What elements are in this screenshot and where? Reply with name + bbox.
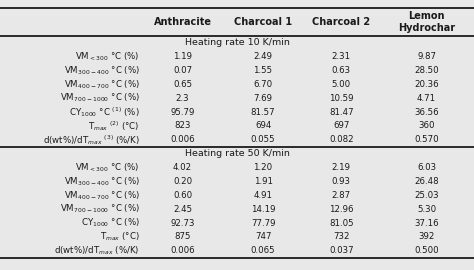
Text: d(wt%)/dT$_{max}$ $^{(3)}$ (%/K): d(wt%)/dT$_{max}$ $^{(3)}$ (%/K)	[43, 133, 140, 147]
Text: 7.69: 7.69	[254, 94, 273, 103]
Text: 9.87: 9.87	[417, 52, 436, 61]
Text: 0.065: 0.065	[251, 246, 275, 255]
Text: 36.56: 36.56	[414, 107, 439, 117]
Text: T$_{max}$ $^{(2)}$ (°C): T$_{max}$ $^{(2)}$ (°C)	[89, 119, 140, 133]
Text: 2.31: 2.31	[332, 52, 351, 61]
Text: 81.47: 81.47	[329, 107, 354, 117]
Text: 1.55: 1.55	[254, 66, 273, 75]
Text: 0.006: 0.006	[170, 246, 195, 255]
Text: VM$_{400-700}$ °C (%): VM$_{400-700}$ °C (%)	[64, 78, 140, 91]
Text: VM$_{300-400}$ °C (%): VM$_{300-400}$ °C (%)	[64, 175, 140, 188]
Text: 4.91: 4.91	[254, 191, 273, 200]
Text: 4.71: 4.71	[417, 94, 436, 103]
Text: 823: 823	[174, 122, 191, 130]
Text: d(wt%)/dT$_{max}$ (%/K): d(wt%)/dT$_{max}$ (%/K)	[55, 245, 140, 257]
Text: 25.03: 25.03	[414, 191, 439, 200]
Text: 0.006: 0.006	[170, 135, 195, 144]
Text: 6.70: 6.70	[254, 80, 273, 89]
Text: 0.63: 0.63	[332, 66, 351, 75]
Text: 1.19: 1.19	[173, 52, 192, 61]
Text: 77.79: 77.79	[251, 218, 275, 228]
Text: VM$_{700-1000}$ °C (%): VM$_{700-1000}$ °C (%)	[60, 203, 140, 215]
Text: Lemon
Hydrochar: Lemon Hydrochar	[398, 11, 455, 33]
Text: 694: 694	[255, 122, 271, 130]
Text: 0.082: 0.082	[329, 135, 354, 144]
Text: Charcoal 1: Charcoal 1	[234, 17, 292, 27]
Text: Charcoal 2: Charcoal 2	[312, 17, 370, 27]
Text: 0.65: 0.65	[173, 80, 192, 89]
Text: 20.36: 20.36	[414, 80, 439, 89]
Text: 5.30: 5.30	[417, 205, 436, 214]
Text: 2.87: 2.87	[332, 191, 351, 200]
Text: 2.45: 2.45	[173, 205, 192, 214]
Text: 0.500: 0.500	[414, 246, 439, 255]
Text: 81.05: 81.05	[329, 218, 354, 228]
Text: VM$_{400-700}$ °C (%): VM$_{400-700}$ °C (%)	[64, 189, 140, 201]
Text: 81.57: 81.57	[251, 107, 275, 117]
Text: VM$_{<300}$ °C (%): VM$_{<300}$ °C (%)	[75, 50, 140, 63]
Text: 0.07: 0.07	[173, 66, 192, 75]
Text: 0.60: 0.60	[173, 191, 192, 200]
Text: 1.91: 1.91	[254, 177, 273, 186]
Text: 0.055: 0.055	[251, 135, 275, 144]
Text: 37.16: 37.16	[414, 218, 439, 228]
Text: 92.73: 92.73	[170, 218, 195, 228]
Text: 14.19: 14.19	[251, 205, 275, 214]
Text: Heating rate 50 K/min: Heating rate 50 K/min	[184, 149, 290, 158]
Text: 95.79: 95.79	[170, 107, 195, 117]
Text: VM$_{700-1000}$ °C (%): VM$_{700-1000}$ °C (%)	[60, 92, 140, 104]
Text: VM$_{300-400}$ °C (%): VM$_{300-400}$ °C (%)	[64, 64, 140, 77]
Text: 10.59: 10.59	[329, 94, 354, 103]
Text: 2.49: 2.49	[254, 52, 273, 61]
Text: 6.03: 6.03	[417, 163, 436, 172]
Text: 0.93: 0.93	[332, 177, 351, 186]
Text: 732: 732	[333, 232, 349, 241]
Text: CY$_{1000}$ °C (%): CY$_{1000}$ °C (%)	[81, 217, 140, 229]
Text: Anthracite: Anthracite	[154, 17, 211, 27]
Text: T$_{max}$ (°C): T$_{max}$ (°C)	[100, 231, 140, 243]
Text: 392: 392	[419, 232, 435, 241]
Text: 12.96: 12.96	[329, 205, 354, 214]
Text: 697: 697	[333, 122, 349, 130]
Text: 0.20: 0.20	[173, 177, 192, 186]
Text: 875: 875	[174, 232, 191, 241]
Text: Heating rate 10 K/min: Heating rate 10 K/min	[184, 38, 290, 47]
Text: 28.50: 28.50	[414, 66, 439, 75]
Text: 4.02: 4.02	[173, 163, 192, 172]
Text: VM$_{<300}$ °C (%): VM$_{<300}$ °C (%)	[75, 161, 140, 174]
Text: 0.570: 0.570	[414, 135, 439, 144]
Text: 26.48: 26.48	[414, 177, 439, 186]
Text: 2.19: 2.19	[332, 163, 351, 172]
Text: 2.3: 2.3	[176, 94, 189, 103]
Text: 747: 747	[255, 232, 271, 241]
Text: 0.037: 0.037	[329, 246, 354, 255]
Text: 5.00: 5.00	[332, 80, 351, 89]
Text: CY$_{1000}$ °C $^{(1)}$ (%): CY$_{1000}$ °C $^{(1)}$ (%)	[69, 105, 140, 119]
Text: 1.20: 1.20	[254, 163, 273, 172]
Text: 360: 360	[419, 122, 435, 130]
